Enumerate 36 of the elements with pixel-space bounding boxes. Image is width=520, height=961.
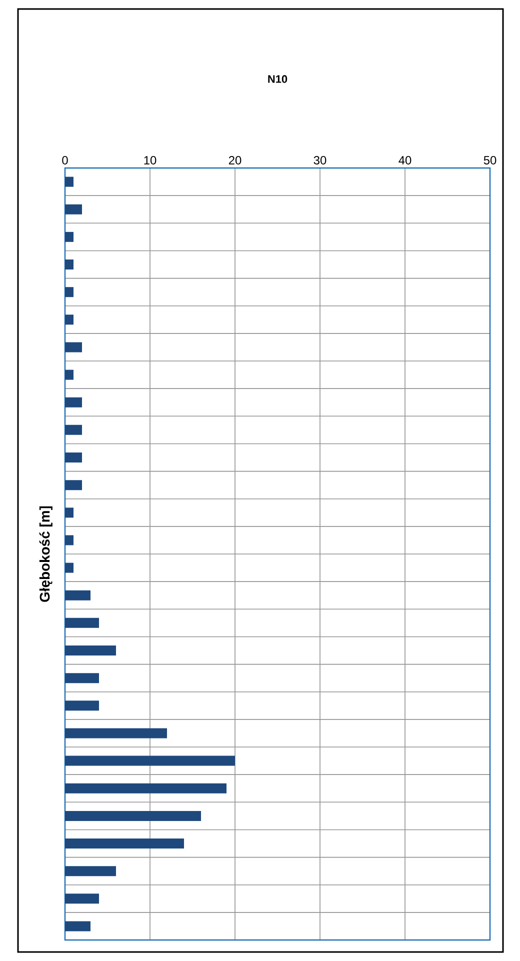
bar	[65, 728, 167, 738]
bar	[65, 646, 116, 656]
bar	[65, 700, 99, 711]
bar	[65, 894, 99, 904]
bar	[65, 370, 74, 380]
x-tick-label: 30	[314, 156, 326, 164]
bar	[65, 260, 74, 270]
x-tick-label: 20	[228, 156, 242, 164]
bar	[65, 452, 82, 463]
bar	[65, 783, 226, 794]
bar	[65, 838, 184, 849]
y-axis-title: Głębokość [m]	[39, 506, 52, 602]
chart-title: N10	[268, 75, 288, 83]
bar	[65, 508, 74, 518]
bar	[65, 287, 74, 298]
bar	[65, 424, 82, 435]
bar	[65, 810, 201, 821]
x-tick-label: 50	[484, 156, 496, 164]
bar	[65, 618, 99, 628]
bar	[65, 232, 74, 242]
bar	[65, 590, 90, 600]
bar	[65, 480, 82, 490]
bar	[65, 535, 74, 546]
bar	[65, 314, 74, 325]
bar	[65, 866, 116, 876]
bar	[65, 176, 74, 187]
bar	[65, 397, 82, 408]
bar	[65, 756, 235, 766]
bar	[65, 921, 90, 932]
bar	[65, 342, 82, 352]
bar	[65, 562, 74, 573]
x-tick-label: 0	[62, 156, 68, 164]
bar	[65, 204, 82, 214]
x-tick-label: 10	[144, 156, 156, 164]
x-tick-label: 40	[398, 156, 412, 164]
bar	[65, 673, 99, 684]
